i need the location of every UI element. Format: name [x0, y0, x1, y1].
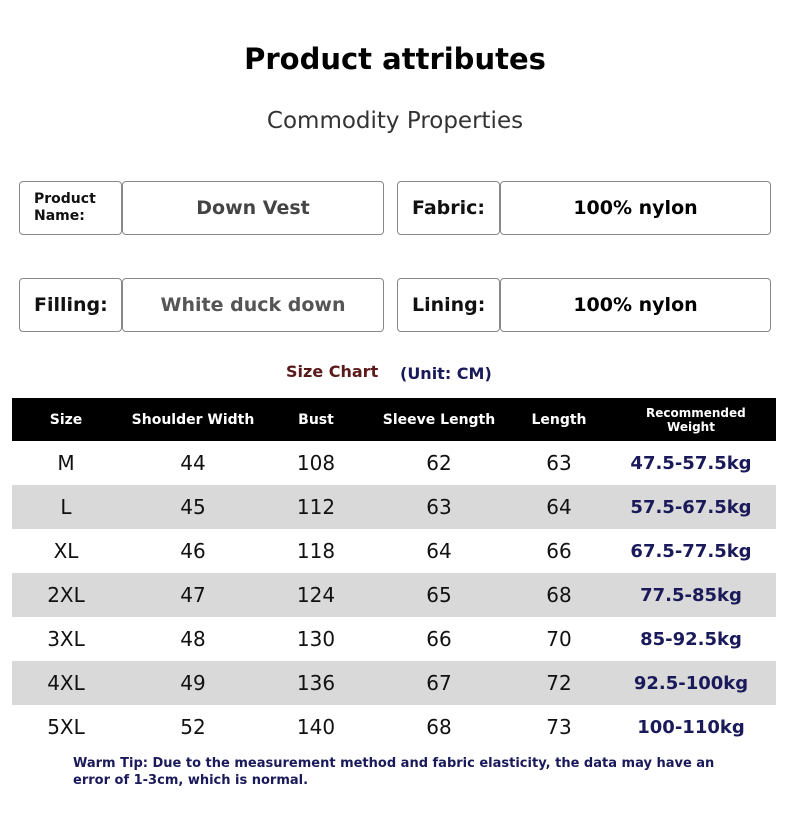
size-cell: 5XL [47, 715, 85, 739]
size-row: 2XL 47 124 65 68 77.5-85kg [12, 573, 776, 617]
size-row: M 44 108 62 63 47.5-57.5kg [12, 441, 776, 485]
size-cell: 124 [296, 583, 336, 607]
size-cell: 66 [546, 539, 572, 563]
warm-tip: Warm Tip: Due to the measurement method … [73, 756, 715, 788]
size-cell: 64 [426, 539, 452, 563]
size-cell: 70 [546, 627, 572, 651]
column-header: Bust [298, 411, 334, 428]
size-row: 4XL 49 136 67 72 92.5-100kg [12, 661, 776, 705]
column-header: Size [49, 411, 83, 428]
size-cell: 3XL [47, 627, 85, 651]
size-cell: L [60, 495, 72, 519]
size-cell: 108 [296, 451, 336, 475]
size-cell: 140 [296, 715, 336, 739]
attr-value: Down Vest [122, 181, 384, 235]
size-cell: 68 [426, 715, 452, 739]
size-cell: 2XL [47, 583, 85, 607]
weight-cell: 77.5-85kg [640, 584, 742, 606]
size-cell: 52 [180, 715, 206, 739]
weight-cell: 47.5-57.5kg [630, 452, 752, 474]
attr-label: Filling: [19, 278, 122, 332]
attr-value: White duck down [122, 278, 384, 332]
size-cell: 73 [546, 715, 572, 739]
size-cell: 46 [180, 539, 206, 563]
size-cell: 136 [296, 671, 336, 695]
size-cell: 63 [546, 451, 572, 475]
size-cell: 63 [426, 495, 452, 519]
size-chart-title: Size Chart [286, 362, 379, 381]
size-cell: 4XL [47, 671, 85, 695]
weight-cell: 67.5-77.5kg [630, 540, 752, 562]
size-cell: 64 [546, 495, 572, 519]
column-header: Shoulder Width [131, 411, 255, 428]
size-row: L 45 112 63 64 57.5-67.5kg [12, 485, 776, 529]
subtitle: Commodity Properties [266, 108, 524, 134]
weight-cell: 85-92.5kg [640, 628, 742, 650]
size-cell: 47 [180, 583, 206, 607]
column-header: Length [531, 411, 587, 428]
size-chart-unit: (Unit: CM) [400, 364, 492, 383]
size-cell: 48 [180, 627, 206, 651]
size-cell: 118 [296, 539, 336, 563]
size-cell: 130 [296, 627, 336, 651]
attr-label: Lining: [397, 278, 500, 332]
attr-value: 100% nylon [500, 181, 771, 235]
size-row: 3XL 48 130 66 70 85-92.5kg [12, 617, 776, 661]
size-cell: 62 [426, 451, 452, 475]
size-cell: XL [53, 539, 79, 563]
size-table: Size Shoulder Width Bust Sleeve Length Lengt… [12, 398, 776, 749]
size-cell: 44 [180, 451, 206, 475]
size-cell: 72 [546, 671, 572, 695]
size-cell: 66 [426, 627, 452, 651]
size-cell: 49 [180, 671, 206, 695]
weight-cell: 92.5-100kg [633, 672, 749, 694]
size-cell: 112 [296, 495, 336, 519]
column-header: Recommended Weight [646, 405, 746, 434]
attr-label: Fabric: [397, 181, 500, 235]
weight-cell: 57.5-67.5kg [630, 496, 752, 518]
size-row: XL 46 118 64 66 67.5-77.5kg [12, 529, 776, 573]
size-cell: 45 [180, 495, 206, 519]
size-row: 5XL 52 140 68 73 100-110kg [12, 705, 776, 749]
header-row: Size Shoulder Width Bust Sleeve Length Lengt… [12, 398, 776, 441]
size-cell: M [57, 451, 75, 475]
size-cell: 67 [426, 671, 452, 695]
column-header: Sleeve Length [382, 411, 496, 428]
size-cell: 65 [426, 583, 452, 607]
attr-value: 100% nylon [500, 278, 771, 332]
title: Product attributes [244, 42, 546, 76]
weight-cell: 100-110kg [637, 716, 745, 738]
size-cell: 68 [546, 583, 572, 607]
attr-label: Product Name: [19, 181, 122, 235]
